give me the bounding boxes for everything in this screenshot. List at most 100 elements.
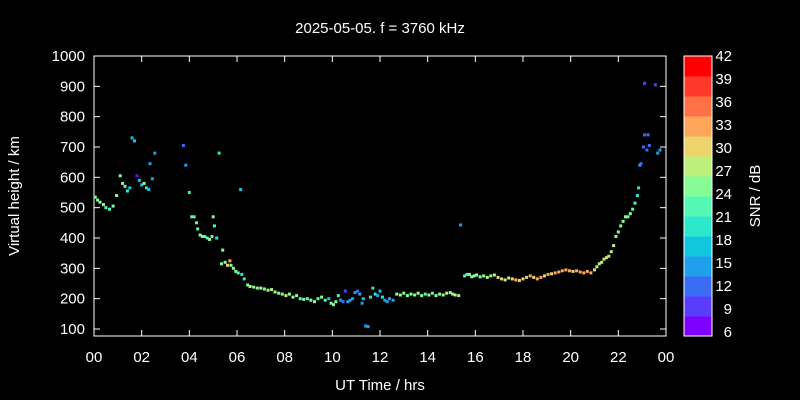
data-point <box>343 289 347 293</box>
x-tick-label: 14 <box>419 349 436 366</box>
data-point <box>339 298 343 302</box>
x-tick-label: 10 <box>324 349 341 366</box>
data-point <box>137 178 141 182</box>
data-points <box>93 81 662 329</box>
data-point <box>153 151 157 155</box>
data-point <box>150 177 154 181</box>
colorbar-swatch <box>684 136 712 157</box>
data-point <box>528 274 532 278</box>
data-point <box>607 254 611 258</box>
data-point <box>391 298 395 302</box>
data-point <box>148 162 152 166</box>
y-tick-label: 800 <box>60 109 85 126</box>
x-tick-label: 00 <box>86 349 103 366</box>
data-point <box>142 181 146 185</box>
data-point <box>395 292 399 296</box>
data-point <box>125 189 129 193</box>
data-point <box>463 274 467 278</box>
data-point <box>236 271 240 275</box>
y-tick-label: 900 <box>60 78 85 95</box>
data-point <box>351 297 355 301</box>
data-point <box>637 186 641 190</box>
data-point <box>144 186 148 190</box>
data-point <box>423 292 427 296</box>
data-point <box>115 194 119 197</box>
data-point <box>332 303 335 307</box>
data-point <box>604 256 608 260</box>
data-point <box>539 275 543 279</box>
y-tick-label: 400 <box>60 230 85 247</box>
data-point <box>208 238 212 241</box>
data-point <box>647 144 651 147</box>
colorbar-tick-label: 21 <box>715 209 732 226</box>
colorbar-swatch <box>684 276 712 297</box>
data-point <box>228 259 232 263</box>
data-point <box>564 268 568 272</box>
data-point <box>378 289 382 293</box>
data-point <box>215 236 219 240</box>
colorbar-tick-label: 15 <box>715 255 732 272</box>
data-point <box>102 203 105 207</box>
data-point <box>220 262 223 266</box>
data-point <box>593 268 596 272</box>
data-point <box>575 269 579 273</box>
data-point <box>355 289 359 293</box>
colorbar-swatch <box>684 176 712 197</box>
data-point <box>353 291 357 295</box>
plot-frame <box>93 55 667 337</box>
data-point <box>323 298 327 302</box>
data-point <box>582 271 586 275</box>
data-point <box>643 133 647 137</box>
data-point <box>348 298 352 302</box>
data-point <box>287 292 291 296</box>
data-point <box>130 136 134 140</box>
data-point <box>255 286 259 290</box>
data-point <box>438 292 442 296</box>
data-point <box>482 274 486 278</box>
data-point <box>108 207 111 211</box>
colorbar-frame <box>683 55 713 337</box>
data-point <box>578 270 582 274</box>
data-point <box>445 291 449 295</box>
data-point <box>507 276 511 280</box>
data-point <box>329 301 333 305</box>
data-point <box>621 219 625 223</box>
colorbar-tick-label: 36 <box>715 94 732 111</box>
data-point <box>420 294 424 298</box>
data-point <box>229 263 233 267</box>
x-tick-label: 02 <box>133 349 150 366</box>
data-point <box>121 181 125 185</box>
data-point <box>626 215 630 219</box>
data-point <box>259 286 263 290</box>
x-tick-label: 18 <box>515 349 532 366</box>
y-tick-label: 600 <box>60 169 85 186</box>
data-point <box>658 148 662 152</box>
data-point <box>140 183 144 187</box>
data-point <box>190 215 194 219</box>
data-point <box>385 300 389 304</box>
data-point <box>550 272 554 276</box>
data-point <box>242 277 246 281</box>
data-point <box>459 223 463 227</box>
data-point <box>305 297 309 301</box>
colorbar-swatch <box>684 256 712 277</box>
data-point <box>535 277 539 281</box>
y-tick-label: 200 <box>60 291 85 308</box>
data-point <box>93 195 97 199</box>
x-tick-label: 08 <box>276 349 293 366</box>
data-point <box>327 297 331 301</box>
data-point <box>376 294 380 298</box>
data-point <box>467 272 471 276</box>
data-point <box>609 250 613 254</box>
data-point <box>270 288 274 292</box>
x-tick-label: 04 <box>181 349 198 366</box>
data-point <box>226 263 229 267</box>
data-point <box>492 273 496 277</box>
y-tick-label: 500 <box>60 200 85 217</box>
x-axis: 00 02 04 06 08 10 12 14 16 18 20 22 00 <box>86 56 674 366</box>
data-point <box>123 184 127 188</box>
data-point <box>248 285 252 288</box>
data-point <box>341 300 345 304</box>
data-point <box>262 287 266 291</box>
